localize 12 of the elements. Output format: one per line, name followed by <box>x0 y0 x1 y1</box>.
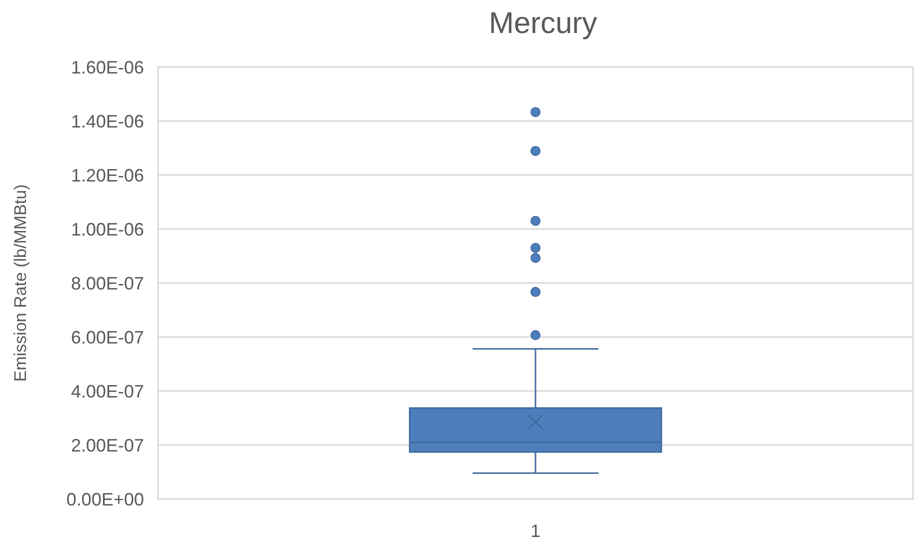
y-tick-label: 1.60E-06 <box>70 57 144 78</box>
y-tick-label: 4.00E-07 <box>70 381 144 402</box>
y-axis-title: Emission Rate (lb/MMBtu) <box>11 184 30 382</box>
y-tick-label: 8.00E-07 <box>70 273 144 294</box>
y-tick-label: 0.00E+00 <box>66 489 144 510</box>
y-tick-label: 2.00E-07 <box>70 435 144 456</box>
x-tick-label: 1 <box>530 521 541 541</box>
chart-title: Mercury <box>488 7 598 40</box>
y-tick-label: 1.00E-06 <box>70 219 144 240</box>
y-tick-label: 6.00E-07 <box>70 327 144 348</box>
y-tick-label: 1.20E-06 <box>70 165 144 186</box>
y-tick-label: 1.40E-06 <box>70 111 144 132</box>
